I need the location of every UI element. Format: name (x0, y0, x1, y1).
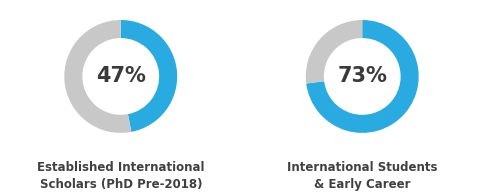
Text: 73%: 73% (337, 66, 387, 86)
Wedge shape (306, 20, 419, 133)
Text: Established International
Scholars (PhD Pre-2018): Established International Scholars (PhD … (37, 161, 204, 191)
Wedge shape (306, 20, 362, 83)
Text: International Students
& Early Career: International Students & Early Career (287, 161, 438, 191)
Wedge shape (64, 20, 131, 133)
Text: 47%: 47% (96, 66, 146, 86)
Wedge shape (121, 20, 177, 132)
